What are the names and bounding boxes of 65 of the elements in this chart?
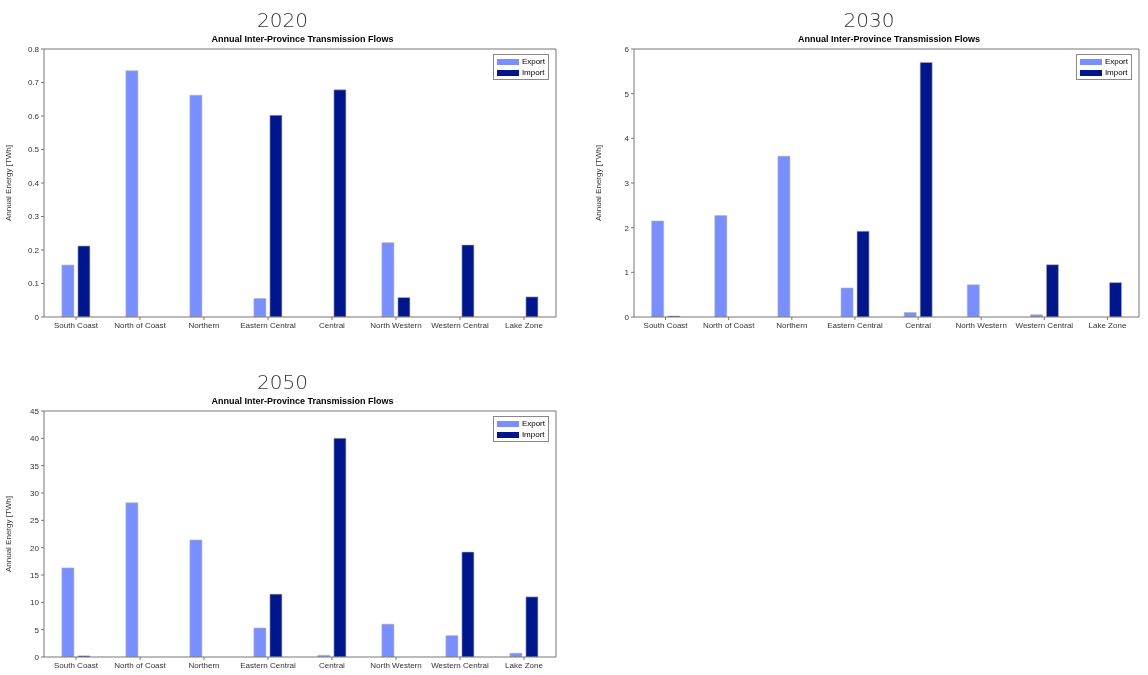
x-tick-label: Western Central [431, 660, 490, 670]
x-tick-label: Northern [776, 320, 808, 330]
y-tick-label: 1 [624, 268, 630, 278]
chart-title: 2030 [842, 7, 896, 34]
y-tick-label: 0.5 [27, 145, 40, 155]
legend-label: Export [521, 56, 545, 67]
x-tick-label: Eastern Central [240, 320, 297, 330]
y-tick-label: 40 [30, 434, 40, 444]
x-tick-label: North of Coast [114, 660, 167, 670]
y-tick-label: 0.2 [27, 245, 40, 255]
x-tick-label: Central [319, 320, 346, 330]
y-tick-label: 6 [624, 44, 630, 54]
y-tick-label: 5 [624, 89, 630, 99]
x-tick-label: Eastern Central [827, 320, 883, 330]
x-tick-label: Lake Zone [1088, 320, 1127, 330]
x-tick-label: North Western [955, 320, 1007, 330]
x-tick-label: North Western [370, 320, 422, 330]
y-axis-title: Annual Energy [TWh] [593, 144, 603, 222]
chart-subtitle: Annual Inter-Province Transmission Flows [210, 396, 395, 406]
x-tick-label: Western Central [431, 320, 490, 330]
y-tick-label: 0.4 [27, 178, 40, 188]
y-tick-label: 10 [30, 598, 40, 608]
x-tick-label: Eastern Central [240, 660, 297, 670]
y-tick-label: 0 [624, 312, 630, 322]
legend-label: Export [1104, 56, 1128, 67]
x-tick-label: North Western [370, 660, 422, 670]
y-tick-label: 0 [34, 652, 40, 662]
x-tick-label: South Coast [643, 320, 689, 330]
x-tick-label: North of Coast [114, 320, 167, 330]
x-tick-label: South Coast [53, 320, 99, 330]
y-tick-label: 0 [34, 312, 40, 322]
x-tick-label: Northern [188, 320, 220, 330]
legend-label: Import [521, 67, 545, 78]
y-tick-label: 0.3 [27, 212, 40, 222]
x-tick-label: South Coast [53, 660, 99, 670]
x-tick-label: North of Coast [702, 320, 756, 330]
x-tick-label: Northern [188, 660, 220, 670]
x-tick-label: Western Central [1015, 320, 1074, 330]
y-tick-label: 15 [30, 570, 40, 580]
x-tick-label: Central [319, 660, 346, 670]
y-tick-label: 5 [34, 625, 40, 635]
y-tick-label: 4 [624, 134, 630, 144]
y-tick-label: 20 [30, 543, 40, 553]
y-tick-label: 45 [30, 406, 40, 416]
y-tick-label: 0.8 [27, 44, 40, 54]
y-tick-label: 3 [624, 178, 630, 188]
legend-label: Import [521, 429, 545, 440]
chart-subtitle: Annual Inter-Province Transmission Flows [796, 34, 981, 44]
legend-label: Import [1104, 67, 1128, 78]
y-axis-title: Annual Energy [TWh] [3, 144, 13, 222]
chart-title: 2050 [256, 369, 309, 396]
x-tick-label: Central [905, 320, 932, 330]
y-tick-label: 0.7 [27, 78, 40, 88]
y-tick-label: 35 [30, 461, 40, 471]
y-tick-label: 25 [30, 516, 40, 526]
chart-subtitle: Annual Inter-Province Transmission Flows [210, 34, 395, 44]
y-tick-label: 0.1 [27, 279, 40, 289]
legend-label: Export [521, 418, 545, 429]
x-tick-label: Lake Zone [505, 660, 544, 670]
y-tick-label: 30 [30, 488, 40, 498]
y-axis-title: Annual Energy [TWh] [3, 495, 13, 573]
y-tick-label: 0.6 [27, 111, 40, 121]
y-tick-label: 2 [624, 223, 630, 233]
x-tick-label: Lake Zone [505, 320, 544, 330]
chart-title: 2020 [256, 7, 309, 34]
